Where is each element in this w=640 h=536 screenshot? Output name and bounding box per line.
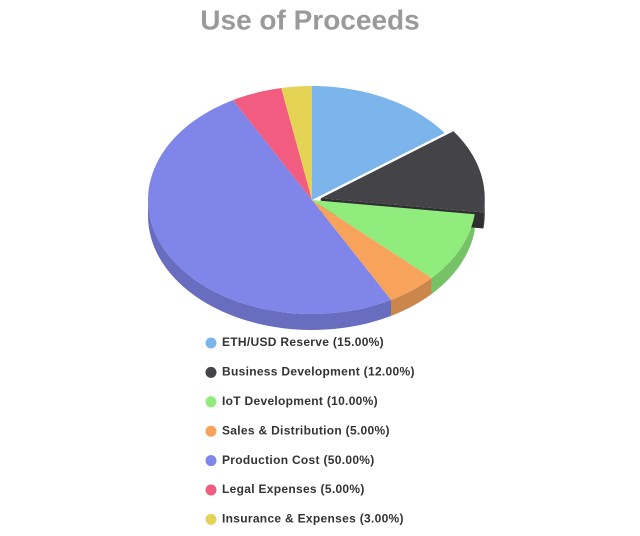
slice bbox=[312, 86, 445, 200]
chart-title: Use of Proceeds bbox=[200, 4, 419, 35]
legend-marker bbox=[205, 425, 217, 437]
legend-marker bbox=[205, 366, 217, 378]
slice-side bbox=[148, 200, 392, 330]
legend-label: Sales & Distribution (5.00%) bbox=[222, 423, 390, 437]
slice-side bbox=[391, 278, 432, 316]
legend-marker bbox=[205, 337, 217, 349]
legend-marker bbox=[205, 484, 217, 496]
legend-label: Business Development (12.00%) bbox=[222, 365, 415, 379]
legend-label: Production Cost (50.00%) bbox=[222, 453, 375, 467]
slice bbox=[320, 131, 485, 213]
legend-label: Insurance & Expenses (3.00%) bbox=[222, 512, 404, 526]
legend-label: ETH/USD Reserve (15.00%) bbox=[222, 335, 384, 349]
slice bbox=[281, 86, 312, 200]
legend-label: Legal Expenses (5.00%) bbox=[222, 482, 365, 496]
slice bbox=[232, 88, 312, 200]
slice bbox=[312, 200, 475, 279]
legend-marker bbox=[205, 513, 217, 525]
slice-side bbox=[483, 198, 485, 229]
legend-label: IoT Development (10.00%) bbox=[222, 394, 378, 408]
slice-side bbox=[431, 214, 475, 295]
legend-marker bbox=[205, 396, 217, 408]
legend-marker bbox=[205, 455, 217, 467]
slice bbox=[148, 100, 392, 314]
slice bbox=[312, 200, 432, 300]
